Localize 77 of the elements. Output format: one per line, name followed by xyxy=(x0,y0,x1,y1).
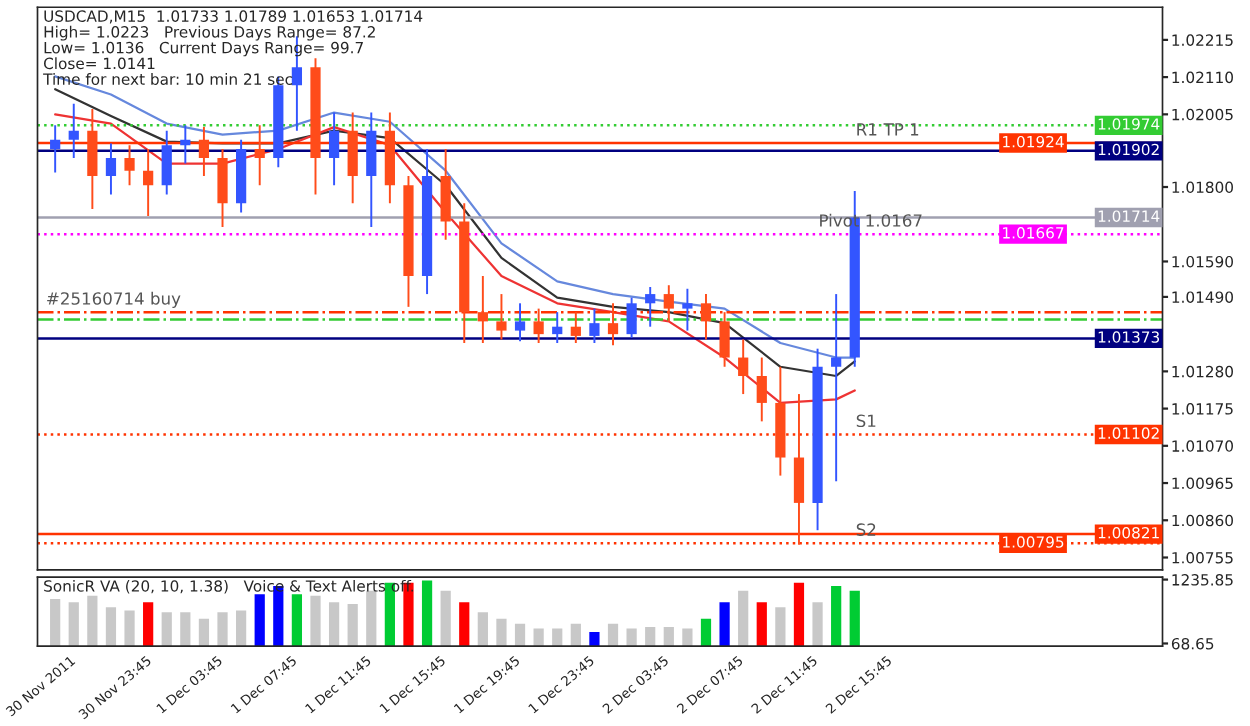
candlestick xyxy=(254,124,265,187)
bar xyxy=(421,580,433,647)
bar xyxy=(700,618,712,647)
bar xyxy=(328,602,340,647)
bar xyxy=(217,612,228,647)
candlestick xyxy=(719,311,730,368)
candlestick xyxy=(570,311,581,344)
bar xyxy=(775,607,786,647)
bar xyxy=(291,594,303,647)
bar xyxy=(812,602,823,647)
bar xyxy=(198,618,210,647)
candlestick xyxy=(793,393,805,546)
candlestick xyxy=(552,311,563,344)
bar xyxy=(161,612,172,647)
candlestick xyxy=(756,356,767,423)
bar xyxy=(738,590,749,647)
candlestick xyxy=(700,293,712,341)
bar xyxy=(831,585,842,647)
candlestick xyxy=(533,307,544,344)
bar xyxy=(105,607,117,647)
candlestick xyxy=(217,148,228,229)
candlestick xyxy=(477,275,488,344)
bar xyxy=(793,582,805,647)
candlestick xyxy=(738,338,749,396)
bar xyxy=(87,595,98,647)
candlestick xyxy=(124,144,135,187)
bar xyxy=(310,595,321,647)
bar xyxy=(477,612,488,647)
candlestick xyxy=(328,111,340,187)
bar xyxy=(756,602,767,647)
bar xyxy=(496,618,507,647)
bar xyxy=(719,602,730,647)
candlestick xyxy=(589,307,600,344)
bar xyxy=(626,628,637,647)
candlestick xyxy=(496,293,507,341)
candlestick xyxy=(198,126,210,177)
candlestick xyxy=(440,148,451,241)
candlestick xyxy=(347,111,358,205)
candlestick xyxy=(366,111,377,229)
bar xyxy=(68,602,79,647)
bar xyxy=(143,602,154,647)
bar xyxy=(589,631,600,647)
bar xyxy=(849,590,860,647)
candlestick xyxy=(161,129,172,196)
candlestick xyxy=(831,293,842,483)
annotation: TP 1 xyxy=(883,123,919,136)
bar xyxy=(180,612,191,647)
bar xyxy=(124,610,135,647)
candlestick xyxy=(514,302,526,343)
bar xyxy=(50,599,61,647)
bar xyxy=(440,590,451,647)
bar xyxy=(663,626,674,647)
candlestick xyxy=(143,148,154,218)
bar xyxy=(347,603,358,647)
bar xyxy=(384,582,395,647)
candlestick xyxy=(607,302,619,347)
bar xyxy=(682,628,693,647)
annotation: R1 xyxy=(857,123,877,136)
candlestick xyxy=(626,296,637,339)
candlestick xyxy=(682,287,693,332)
candlestick xyxy=(663,284,674,323)
bar xyxy=(570,623,581,647)
candlestick xyxy=(50,124,61,174)
candlestick xyxy=(645,286,656,328)
bar xyxy=(514,623,526,647)
annotation: #25160714 buy xyxy=(47,291,181,308)
bar xyxy=(366,590,377,647)
candlestick xyxy=(105,142,117,196)
bar xyxy=(459,602,470,647)
candlestick xyxy=(180,124,191,165)
candlestick xyxy=(68,102,79,159)
bar xyxy=(236,610,247,647)
candlestick xyxy=(87,108,98,210)
bar xyxy=(607,623,619,647)
bar xyxy=(254,594,265,647)
bar xyxy=(645,626,656,647)
annotation: S1 xyxy=(856,414,876,428)
